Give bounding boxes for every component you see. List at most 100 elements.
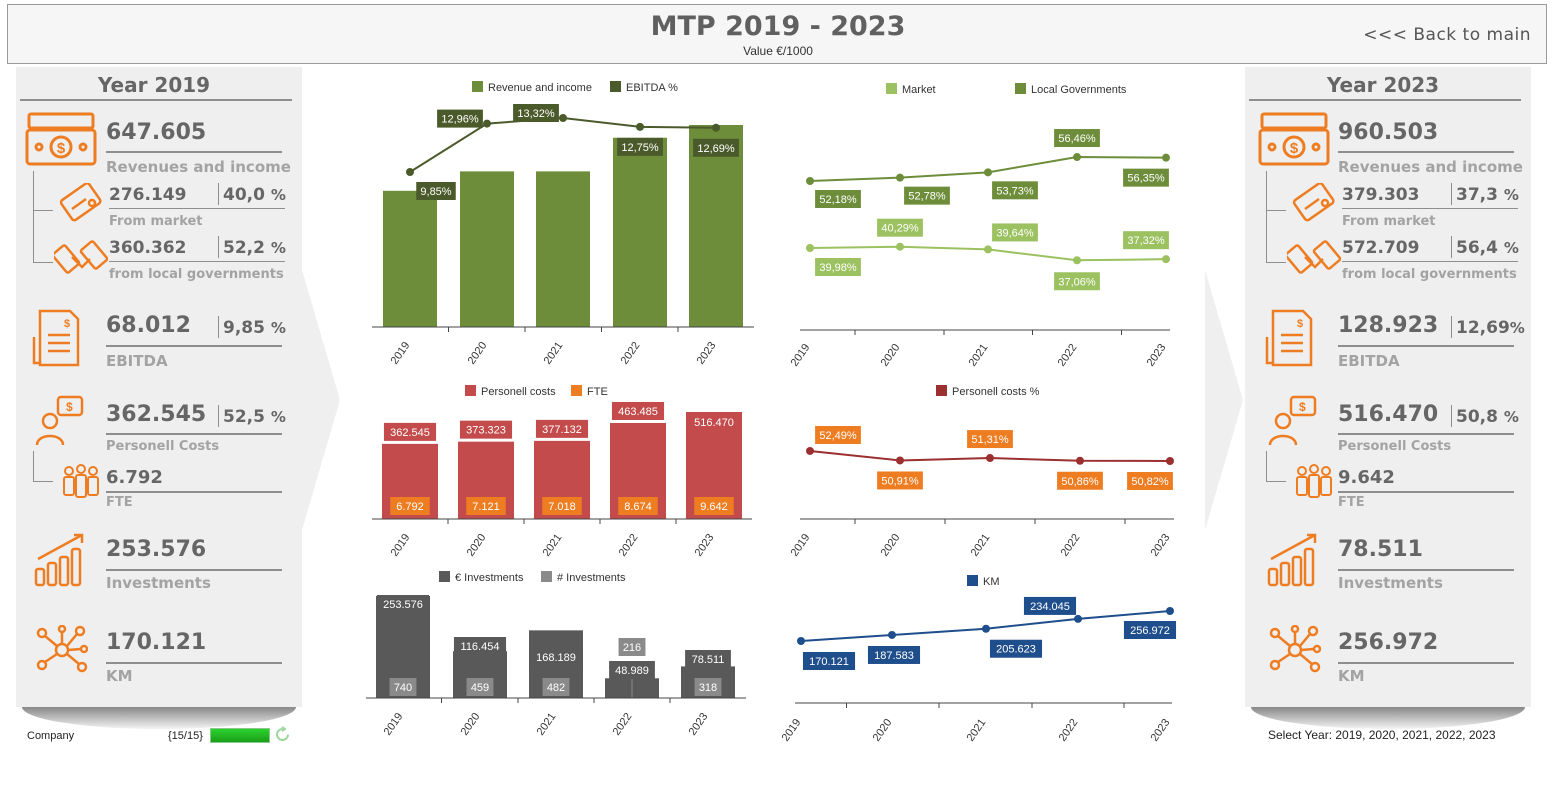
back-to-main-link[interactable]: <<< Back to main bbox=[1363, 25, 1531, 45]
divider bbox=[1249, 99, 1521, 101]
investment-count-label-box bbox=[466, 678, 494, 696]
legend-label: € Investments bbox=[455, 572, 524, 584]
team-icon bbox=[1296, 464, 1332, 498]
legend-label: # Investments bbox=[557, 572, 626, 584]
select-year-label[interactable]: Select Year: 2019, 2020, 2021, 2022, 202… bbox=[1268, 728, 1496, 742]
card-icon bbox=[59, 183, 102, 222]
divider bbox=[106, 345, 282, 347]
money-icon: $ bbox=[1258, 112, 1330, 166]
right-ebitda-pct: 12,69% bbox=[1456, 318, 1525, 338]
market-point bbox=[984, 245, 992, 254]
right-gov-label: from local governments bbox=[1342, 267, 1517, 282]
ebitda-point bbox=[406, 168, 414, 176]
gov-point bbox=[1073, 153, 1081, 162]
legend-label: Personell costs % bbox=[952, 386, 1040, 398]
personell-data-label-box bbox=[459, 420, 513, 439]
personell-pct-data-label-box bbox=[1057, 471, 1103, 490]
market-point bbox=[896, 242, 904, 251]
market-tick-label: 2021 bbox=[967, 342, 991, 369]
market-data-label: 37,06% bbox=[1058, 276, 1096, 288]
network-icon bbox=[36, 625, 88, 673]
left-market-label: From market bbox=[109, 214, 203, 229]
personell-pct-point bbox=[806, 446, 814, 455]
tree-connector bbox=[1266, 451, 1267, 481]
km-tick-label: 2023 bbox=[1149, 717, 1173, 744]
legend-swatch bbox=[967, 575, 978, 586]
personell-pct-point bbox=[1166, 457, 1174, 465]
person-money-icon: $ bbox=[1268, 395, 1317, 446]
revenue-bar bbox=[460, 171, 514, 327]
investment-count-label-box bbox=[618, 638, 646, 656]
divider bbox=[1451, 236, 1452, 258]
svg-text:$: $ bbox=[57, 140, 66, 157]
left-ebitda-value: 68.012 bbox=[106, 313, 191, 338]
personell-pct-data-label-box bbox=[877, 471, 923, 490]
fte-data-label: 7.018 bbox=[548, 501, 576, 513]
personell-data-label: 362.545 bbox=[390, 427, 430, 439]
km-point bbox=[982, 624, 990, 633]
investment-data-label: 253.576 bbox=[383, 599, 423, 611]
km-data-label-box bbox=[802, 652, 856, 670]
personell-pct-data-label-box bbox=[967, 430, 1013, 449]
svg-text:$: $ bbox=[1299, 400, 1306, 414]
personell-data-label-box bbox=[383, 422, 437, 441]
refresh-icon[interactable] bbox=[274, 726, 291, 743]
divider bbox=[1451, 183, 1452, 205]
market-tick-label: 2022 bbox=[1056, 342, 1080, 369]
ebitda-data-label-box bbox=[693, 138, 739, 157]
svg-text:$: $ bbox=[1297, 318, 1303, 330]
legend-swatch bbox=[610, 81, 621, 92]
fte-data-label: 9.642 bbox=[700, 501, 728, 513]
personell-pct-data-label-box bbox=[815, 425, 861, 444]
personell-data-label: 373.323 bbox=[466, 425, 506, 437]
revenue-bar bbox=[536, 171, 590, 327]
fte-data-label-box bbox=[542, 497, 582, 515]
legend-swatch bbox=[439, 571, 450, 582]
personell-tick-label: 2023 bbox=[693, 532, 717, 559]
fte-data-label-box bbox=[390, 497, 430, 515]
market-data-label-box bbox=[992, 223, 1038, 242]
investment-count-label: 482 bbox=[547, 682, 565, 694]
personell-data-label: 463.485 bbox=[618, 406, 658, 418]
panel-shadow bbox=[22, 707, 296, 729]
left-km-label: KM bbox=[106, 667, 133, 685]
km-tick-label: 2021 bbox=[965, 717, 989, 744]
personell-data-label: 516.470 bbox=[694, 417, 734, 429]
divider bbox=[1342, 261, 1518, 262]
left-investments-value: 253.576 bbox=[106, 537, 207, 562]
revenue-bar bbox=[689, 125, 743, 327]
investment-count-label-box bbox=[542, 678, 570, 696]
km-data-label-box bbox=[867, 645, 921, 664]
tree-connector bbox=[1266, 210, 1286, 211]
km-point bbox=[1074, 614, 1082, 623]
left-ebitda-label: EBITDA bbox=[106, 352, 168, 370]
km-point bbox=[1166, 607, 1174, 615]
investment-data-label-box bbox=[376, 595, 430, 613]
right-investments-label: Investments bbox=[1338, 574, 1443, 592]
personell-pct-data-label: 51,31% bbox=[971, 434, 1009, 446]
network-icon bbox=[1269, 625, 1321, 673]
left-arrow-shape bbox=[302, 270, 340, 530]
divider bbox=[1338, 345, 1514, 347]
gov-data-label-box bbox=[815, 190, 861, 208]
investment-count-label-box bbox=[694, 678, 722, 696]
personell-pct-point bbox=[896, 456, 904, 465]
investment-data-label-box bbox=[609, 661, 655, 679]
legend-swatch bbox=[541, 571, 552, 582]
investment-tick-label: 2023 bbox=[687, 711, 711, 738]
km-data-label-box bbox=[1123, 621, 1177, 639]
gov-data-label: 56,35% bbox=[1127, 173, 1165, 185]
legend-label: Market bbox=[902, 84, 936, 96]
market-data-label-box bbox=[815, 258, 861, 276]
investment-count-label: 216 bbox=[623, 642, 641, 654]
personell-pct-data-label: 50,91% bbox=[881, 475, 919, 487]
revenue-tick-label: 2020 bbox=[466, 340, 490, 367]
panel-shadow bbox=[1251, 707, 1525, 729]
right-ebitda-value: 128.923 bbox=[1338, 313, 1439, 338]
personell-data-label-box bbox=[687, 413, 741, 431]
divider bbox=[106, 433, 282, 435]
tree-connector bbox=[33, 210, 53, 211]
gov-data-label-box bbox=[992, 181, 1038, 200]
personell-pct-tick-label: 2022 bbox=[1059, 532, 1083, 559]
left-gov-pct: 52,2 % bbox=[223, 238, 286, 258]
